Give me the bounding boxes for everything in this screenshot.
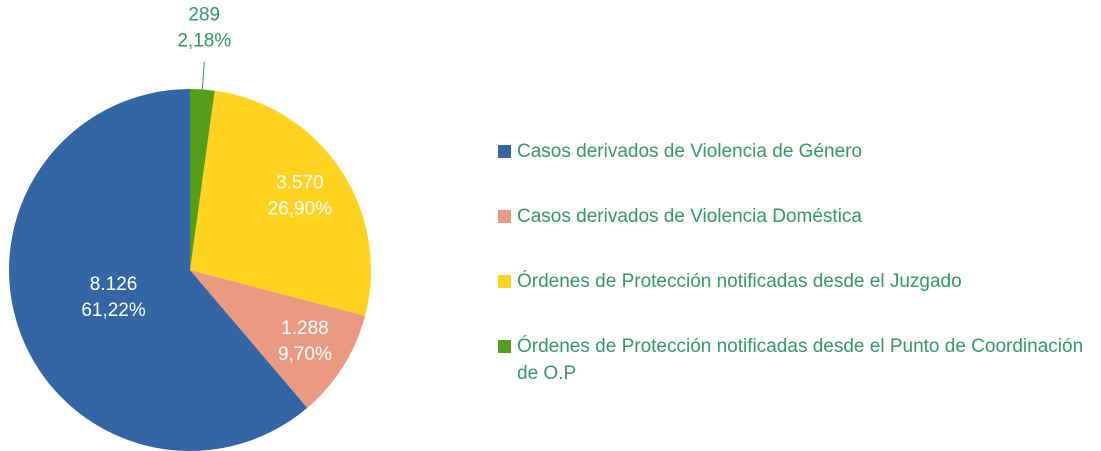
leader-line [201, 61, 205, 90]
data-label: 8.126 [90, 274, 138, 295]
percent-label: 9,70% [278, 344, 332, 365]
data-label: 3.570 [276, 173, 324, 194]
legend-item: Órdenes de Protección notificadas desde … [498, 268, 1088, 295]
legend-label: Casos derivados de Violencia Doméstica [517, 206, 862, 227]
legend-item: Casos derivados de Violencia de Género [498, 138, 1088, 165]
pie-slice [190, 89, 215, 270]
legend-swatch [498, 340, 511, 353]
legend-item: Órdenes de Protección notificadas desde … [498, 333, 1088, 387]
legend-swatch [498, 145, 511, 158]
legend-item: Casos derivados de Violencia Doméstica [498, 203, 1088, 230]
legend-label: Órdenes de Protección notificadas desde … [517, 271, 962, 292]
pie-slice [190, 270, 366, 408]
legend: Casos derivados de Violencia de Género Ca… [498, 138, 1088, 425]
legend-swatch [498, 210, 511, 223]
legend-label: Órdenes de Protección notificadas desde … [517, 336, 1084, 384]
percent-label: 2,18% [177, 31, 231, 52]
percent-label: 61,22% [81, 300, 146, 321]
legend-swatch [498, 275, 511, 288]
pie-slice [190, 90, 371, 316]
data-label: 1.288 [281, 318, 329, 339]
percent-label: 26,90% [268, 199, 333, 220]
legend-label: Casos derivados de Violencia de Género [517, 141, 863, 162]
data-label: 289 [188, 5, 220, 26]
pie-slice [9, 89, 308, 451]
chart: 8.126 61,22% 1.288 9,70% 3.570 26,90% 289 2,18% [9, 5, 371, 451]
